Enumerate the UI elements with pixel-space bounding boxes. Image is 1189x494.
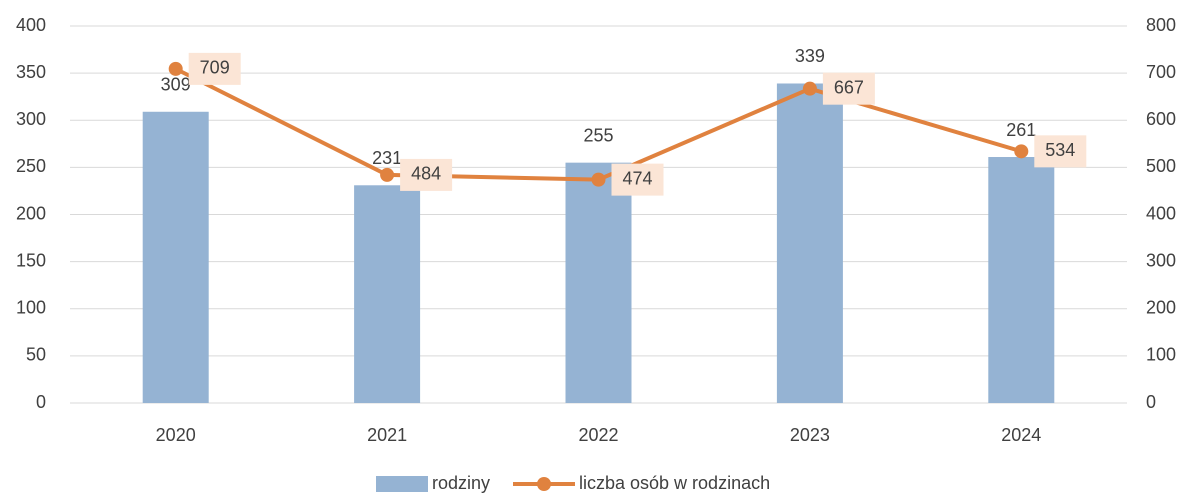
legend-label: liczba osób w rodzinach	[579, 473, 770, 493]
y-tick-label: 50	[26, 345, 46, 365]
bar-value-label: 231	[372, 148, 402, 168]
value-label-box	[822, 72, 875, 105]
x-tick-label: 2021	[367, 425, 407, 445]
y2-tick-label: 300	[1146, 250, 1176, 270]
y2-tick-label: 500	[1146, 156, 1176, 176]
x-tick-label: 2024	[1001, 425, 1041, 445]
line-value-label: 709	[200, 58, 230, 78]
y2-tick-label: 800	[1146, 15, 1176, 35]
value-label-box	[1034, 135, 1087, 168]
value-label-box	[611, 163, 664, 196]
line-marker	[802, 81, 817, 96]
y-tick-label: 350	[16, 62, 46, 82]
legend: rodziny liczba osób w rodzinach	[376, 473, 770, 493]
legend-marker	[537, 477, 551, 491]
bar-value-label: 261	[1006, 120, 1036, 140]
y-tick-label: 100	[16, 298, 46, 318]
x-tick-label: 2023	[790, 425, 830, 445]
bar-value-label: 309	[161, 75, 191, 95]
line-marker	[380, 167, 395, 182]
y-tick-label: 250	[16, 156, 46, 176]
x-tick-label: 2022	[578, 425, 618, 445]
y-tick-label: 0	[36, 392, 46, 412]
line-value-label: 484	[411, 164, 441, 184]
y2-tick-label: 200	[1146, 298, 1176, 318]
bar	[988, 157, 1055, 403]
bar	[354, 185, 421, 403]
bar	[142, 111, 209, 403]
y-tick-label: 200	[16, 203, 46, 223]
line-marker	[1014, 144, 1029, 159]
legend-swatch	[376, 476, 428, 492]
value-label-box	[400, 158, 453, 191]
y-tick-label: 150	[16, 250, 46, 270]
y2-tick-label: 700	[1146, 62, 1176, 82]
legend-label: rodziny	[432, 473, 490, 493]
line-value-label: 474	[622, 168, 652, 188]
line-marker	[591, 172, 606, 187]
y2-tick-label: 400	[1146, 203, 1176, 223]
y-tick-label: 400	[16, 15, 46, 35]
line-value-label: 667	[834, 77, 864, 97]
line-value-label: 534	[1045, 140, 1075, 160]
y2-tick-label: 600	[1146, 109, 1176, 129]
x-tick-label: 2020	[156, 425, 196, 445]
bar-value-label: 339	[795, 46, 825, 66]
y-tick-label: 300	[16, 109, 46, 129]
value-label-box	[188, 52, 241, 85]
y2-tick-label: 100	[1146, 345, 1176, 365]
bar	[776, 83, 843, 404]
bar	[565, 162, 632, 403]
bar-value-label: 255	[583, 125, 613, 145]
y2-tick-label: 0	[1146, 392, 1156, 412]
line-marker	[168, 61, 183, 76]
